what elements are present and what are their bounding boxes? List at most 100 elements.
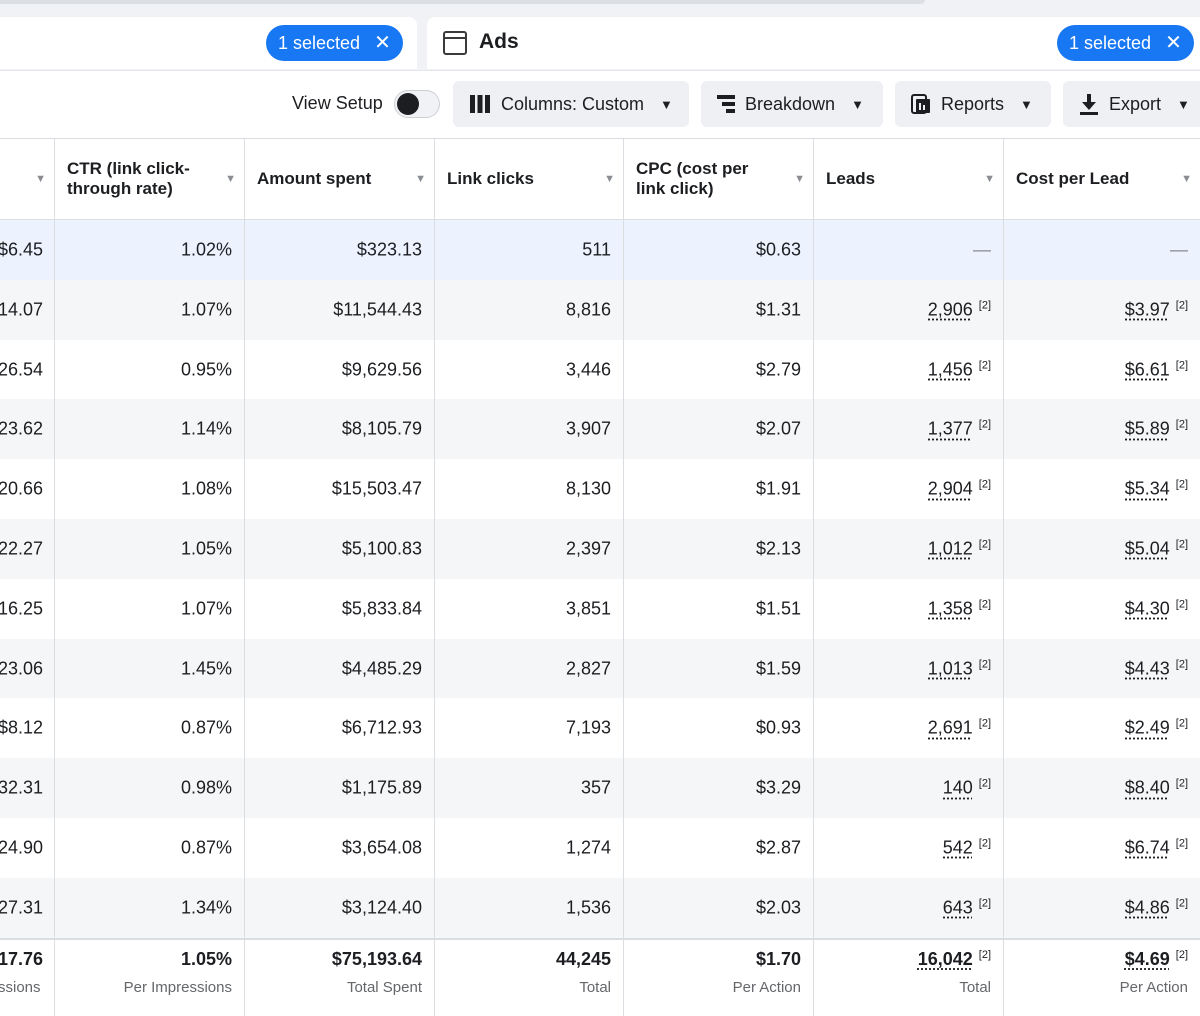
footnote-marker: [2] bbox=[978, 538, 991, 551]
cell-value[interactable]: 1,456 [2] bbox=[927, 359, 991, 380]
sort-caret-icon[interactable]: ▼ bbox=[604, 173, 615, 185]
cell-value[interactable]: 2,904 [2] bbox=[927, 478, 991, 499]
total-cpc: $1.70 Per Action bbox=[624, 939, 814, 1016]
sort-caret-icon[interactable]: ▼ bbox=[225, 173, 236, 185]
cell-cpc: $1.91 bbox=[624, 459, 814, 520]
cell-value[interactable]: $2.49 [2] bbox=[1124, 717, 1188, 738]
caret-down-icon: ▼ bbox=[851, 96, 864, 112]
column-header-cost-per-lead[interactable]: Cost per Lead ▼ bbox=[1004, 139, 1200, 219]
cell-cost-per-lead: $4.43 [2] bbox=[1004, 639, 1200, 699]
table-row[interactable]: 16.25 1.07% $5,833.84 3,851 $1.51 1,358 [2] $4.… bbox=[0, 578, 1200, 639]
footnote-marker: [2] bbox=[1175, 777, 1188, 790]
cell-value[interactable]: $5.04 [2] bbox=[1124, 538, 1188, 559]
cell-value[interactable]: $4.30 [2] bbox=[1124, 598, 1188, 619]
reports-button[interactable]: Reports ▼ bbox=[895, 81, 1051, 127]
column-header-cpc[interactable]: CPC (cost per link click) ▼ bbox=[624, 139, 814, 219]
table-row[interactable]: 32.31 0.98% $1,175.89 357 $3.29 140 [2] $8.40 [2… bbox=[0, 758, 1200, 819]
cell-value[interactable]: 2,906 [2] bbox=[927, 299, 991, 320]
table-row[interactable]: 24.90 0.87% $3,654.08 1,274 $2.87 542 [2] $6.74… bbox=[0, 818, 1200, 878]
table-row[interactable]: $6.45 1.02% $323.13 511 $0.63 — — bbox=[0, 220, 1200, 280]
table-row[interactable]: $8.12 0.87% $6,712.93 7,193 $0.93 2,691 [2] $2.… bbox=[0, 698, 1200, 759]
ads-selection-pill[interactable]: 1 selected ✕ bbox=[1057, 25, 1194, 61]
cell-value: — bbox=[1170, 239, 1188, 260]
cell-value[interactable]: 643 [2] bbox=[942, 897, 991, 918]
cell-value: $1.91 bbox=[755, 478, 801, 499]
total-link-clicks: 44,245 Total bbox=[435, 939, 624, 1016]
footnote-marker: [2] bbox=[1175, 837, 1188, 850]
cell-value[interactable]: 140 [2] bbox=[942, 777, 991, 798]
cell-value[interactable]: $4.43 [2] bbox=[1124, 658, 1188, 679]
column-header-ctr[interactable]: CTR (link click-through rate) ▼ bbox=[55, 139, 245, 219]
footnote-marker: [2] bbox=[1175, 538, 1188, 551]
total-amount-spent: $75,193.64 Total Spent bbox=[245, 939, 435, 1016]
footnote-marker: [2] bbox=[978, 717, 991, 730]
cell-value[interactable]: $5.89 [2] bbox=[1124, 418, 1188, 439]
cell-value[interactable]: 1,358 [2] bbox=[927, 598, 991, 619]
columns-button[interactable]: Columns: Custom ▼ bbox=[453, 81, 689, 127]
total-caption: Per Action bbox=[1119, 978, 1188, 996]
cell-link-clicks: 511 bbox=[435, 220, 624, 280]
total-value[interactable]: $4.69 [2] bbox=[1124, 948, 1188, 969]
cell-value: 3,446 bbox=[565, 359, 611, 380]
cell-value: $8,105.79 bbox=[341, 418, 422, 439]
table-row[interactable]: 20.66 1.08% $15,503.47 8,130 $1.91 2,904 [2] $5… bbox=[0, 459, 1200, 520]
sort-caret-icon[interactable]: ▼ bbox=[35, 173, 46, 185]
footnote-marker: [2] bbox=[978, 359, 991, 372]
cell-col-partial: 27.31 bbox=[0, 877, 55, 938]
cell-leads: 643 [2] bbox=[814, 877, 1004, 938]
column-header[interactable]: ▼ bbox=[0, 139, 55, 219]
cell-value[interactable]: $5.34 [2] bbox=[1124, 478, 1188, 499]
cell-value: 1.14% bbox=[180, 418, 232, 439]
total-caption: Per Action bbox=[732, 978, 801, 996]
cell-value[interactable]: 2,691 [2] bbox=[927, 717, 991, 738]
table-row[interactable]: 14.07 1.07% $11,544.43 8,816 $1.31 2,906 [2] $3… bbox=[0, 279, 1200, 340]
cell-cpc: $2.13 bbox=[624, 519, 814, 579]
cell-ctr: 1.07% bbox=[55, 279, 245, 340]
cell-link-clicks: 1,536 bbox=[435, 877, 624, 938]
tab-ads[interactable]: Ads 1 selected ✕ bbox=[427, 17, 1200, 69]
close-icon[interactable]: ✕ bbox=[374, 32, 391, 54]
cell-value: $1.51 bbox=[755, 598, 801, 619]
cell-amount-spent: $15,503.47 bbox=[245, 459, 435, 520]
caret-down-icon: ▼ bbox=[1020, 96, 1033, 112]
cell-col-partial: $8.12 bbox=[0, 698, 55, 759]
column-header-leads[interactable]: Leads ▼ bbox=[814, 139, 1004, 219]
cell-value[interactable]: 1,377 [2] bbox=[927, 418, 991, 439]
cell-value[interactable]: 1,012 [2] bbox=[927, 538, 991, 559]
sort-caret-icon[interactable]: ▼ bbox=[794, 173, 805, 185]
cell-value[interactable]: $4.86 [2] bbox=[1124, 897, 1188, 918]
cell-value[interactable]: $8.40 [2] bbox=[1124, 777, 1188, 798]
total-value[interactable]: 16,042 [2] bbox=[917, 948, 991, 969]
cell-value[interactable]: 542 [2] bbox=[942, 837, 991, 858]
table-row[interactable]: 23.06 1.45% $4,485.29 2,827 $1.59 1,013 [2] $4.… bbox=[0, 638, 1200, 699]
cell-value[interactable]: $3.97 [2] bbox=[1124, 299, 1188, 320]
sort-caret-icon[interactable]: ▼ bbox=[415, 173, 426, 185]
table-row[interactable]: 22.27 1.05% $5,100.83 2,397 $2.13 1,012 [2] $5.… bbox=[0, 519, 1200, 579]
tab-adsets[interactable]: 1 selected ✕ bbox=[0, 17, 417, 69]
column-header-link-clicks[interactable]: Link clicks ▼ bbox=[435, 139, 624, 219]
cell-cpc: $2.07 bbox=[624, 399, 814, 460]
footnote-marker: [2] bbox=[978, 658, 991, 671]
footnote-marker: [2] bbox=[978, 299, 991, 312]
table-row[interactable]: 26.54 0.95% $9,629.56 3,446 $2.79 1,456 [2] $6.… bbox=[0, 339, 1200, 400]
cell-value[interactable]: $6.74 [2] bbox=[1124, 837, 1188, 858]
cell-value[interactable]: $6.61 [2] bbox=[1124, 359, 1188, 380]
cell-col-partial: 23.62 bbox=[0, 399, 55, 460]
cell-value: $2.79 bbox=[755, 359, 801, 380]
cell-cpc: $0.93 bbox=[624, 698, 814, 759]
export-button[interactable]: Export ▼ bbox=[1063, 81, 1200, 127]
sort-caret-icon[interactable]: ▼ bbox=[1181, 173, 1192, 185]
table-row[interactable]: 27.31 1.34% $3,124.40 1,536 $2.03 643 [2] $4.86… bbox=[0, 877, 1200, 938]
table-row[interactable]: 23.62 1.14% $8,105.79 3,907 $2.07 1,377 [2] $5.… bbox=[0, 399, 1200, 460]
view-setup-toggle[interactable] bbox=[394, 90, 440, 118]
breakdown-button[interactable]: Breakdown ▼ bbox=[701, 81, 883, 127]
close-icon[interactable]: ✕ bbox=[1165, 32, 1182, 54]
cell-amount-spent: $11,544.43 bbox=[245, 279, 435, 340]
column-header-amount-spent[interactable]: Amount spent ▼ bbox=[245, 139, 435, 219]
adsets-selection-pill[interactable]: 1 selected ✕ bbox=[266, 25, 403, 61]
cell-value: 1,536 bbox=[565, 897, 611, 918]
cell-value[interactable]: 1,013 [2] bbox=[927, 658, 991, 679]
sort-caret-icon[interactable]: ▼ bbox=[984, 173, 995, 185]
export-button-label: Export bbox=[1109, 93, 1162, 114]
cell-leads: 542 [2] bbox=[814, 818, 1004, 878]
